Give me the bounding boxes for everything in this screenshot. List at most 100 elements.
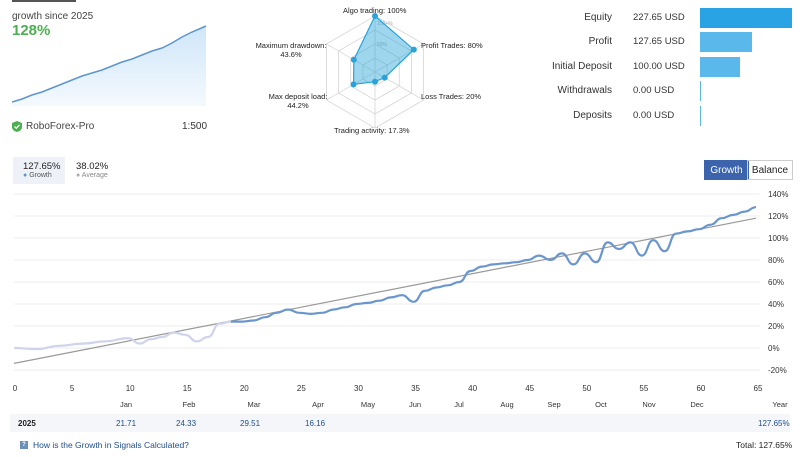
- month-label: Mar: [248, 400, 261, 409]
- radar-point: [381, 74, 388, 81]
- month-axis-label: Year: [772, 400, 788, 409]
- x-tick-label: 20: [240, 384, 249, 393]
- year-row: [10, 414, 790, 432]
- x-tick-label: 25: [297, 384, 306, 393]
- y-tick-label: 0%: [768, 344, 780, 353]
- stat-bar: [700, 8, 792, 28]
- radar-label-algo: Algo trading: 100%: [343, 6, 407, 15]
- broker-name: RoboForex-Pro: [26, 121, 95, 132]
- month-label: Aug: [500, 400, 513, 409]
- x-tick-label: 55: [639, 384, 648, 393]
- month-label: May: [361, 400, 375, 409]
- stat-value: 127.65 USD: [633, 36, 685, 47]
- tab-growth-label: Growth: [29, 172, 52, 179]
- help-icon: ?: [20, 441, 28, 449]
- help-link-text: How is the Growth in Signals Calculated?: [33, 440, 189, 450]
- x-tick-label: 65: [754, 384, 763, 393]
- y-tick-label: 120%: [768, 212, 788, 221]
- tab-average[interactable]: 38.02% ● Average: [68, 157, 120, 184]
- broker-badge[interactable]: RoboForex-Pro: [12, 121, 94, 132]
- top-divider: [12, 0, 76, 2]
- month-label: Apr: [312, 400, 324, 409]
- x-tick-label: 50: [582, 384, 591, 393]
- help-link[interactable]: ? How is the Growth in Signals Calculate…: [20, 440, 189, 450]
- radar-point: [350, 81, 357, 88]
- x-tick-label: 5: [70, 384, 75, 393]
- stat-bar: [700, 57, 740, 77]
- stat-value: 100.00 USD: [633, 61, 685, 72]
- stat-label: Equity: [584, 12, 612, 23]
- stat-label: Profit: [588, 36, 612, 47]
- stat-bar: [700, 81, 701, 101]
- tab-average-label: Average: [81, 172, 108, 179]
- x-tick-label: 0: [13, 384, 18, 393]
- x-tick-label: 60: [696, 384, 705, 393]
- stat-label: Initial Deposit: [551, 61, 612, 72]
- month-value: 16.16: [305, 419, 326, 428]
- month-label: Oct: [595, 400, 608, 409]
- radar-axis: [326, 43, 376, 73]
- stat-value: 0.00 USD: [633, 110, 675, 121]
- growth-series-line-early: [13, 320, 231, 351]
- radar-label-profit: Profit Trades: 80%: [421, 41, 483, 50]
- month-label: Sep: [547, 400, 560, 409]
- radar-point: [410, 46, 417, 53]
- tab-growth[interactable]: 127.65% ● Growth: [13, 157, 65, 184]
- growth-value: 128%: [12, 22, 51, 39]
- radar-drawdown-title: Maximum drawdown:: [255, 41, 327, 50]
- x-tick-label: 40: [468, 384, 477, 393]
- growth-since-label: growth since 2025: [12, 11, 94, 22]
- tab-growth-caption: ● Growth: [23, 172, 52, 179]
- y-tick-label: 80%: [768, 256, 784, 265]
- y-tick-label: 140%: [768, 190, 788, 199]
- tab-growth-value: 127.65%: [23, 161, 61, 172]
- x-tick-label: 15: [183, 384, 192, 393]
- x-tick-label: 30: [354, 384, 363, 393]
- month-label: Nov: [642, 400, 656, 409]
- total-label: Total: 127.65%: [736, 440, 793, 450]
- mini-growth-line: [12, 25, 207, 103]
- mini-growth-chart: [12, 25, 207, 106]
- stat-label: Withdrawals: [557, 85, 612, 96]
- month-label: Dec: [690, 400, 704, 409]
- radar-ring-label: 50%: [377, 42, 388, 48]
- month-label: Feb: [183, 400, 196, 409]
- x-tick-label: 10: [126, 384, 135, 393]
- stat-value: 227.65 USD: [633, 12, 685, 23]
- radar-axis: [326, 71, 376, 101]
- growth-dot-icon: ●: [23, 172, 28, 179]
- x-tick-label: 45: [525, 384, 534, 393]
- y-tick-label: 40%: [768, 300, 784, 309]
- x-tick-label: 35: [411, 384, 420, 393]
- leverage: 1:500: [182, 121, 208, 132]
- month-label: Jun: [409, 400, 421, 409]
- radar-chart: 100+%50%: [326, 13, 424, 129]
- stat-bar: [700, 32, 752, 52]
- y-tick-label: -20%: [768, 366, 787, 375]
- mini-growth-area: [12, 26, 206, 106]
- year-label: 2025: [18, 419, 36, 428]
- month-value: 24.33: [176, 419, 197, 428]
- balance-button[interactable]: Balance: [747, 160, 793, 180]
- stat-bar: [700, 106, 701, 126]
- radar-deposit-load-value: 44.2%: [287, 101, 309, 110]
- radar-point: [372, 78, 378, 85]
- radar-label-deposit-load: Max deposit load: 44.2%: [260, 92, 336, 110]
- radar-label-loss: Loss Trades: 20%: [421, 92, 482, 101]
- average-dot-icon: ●: [76, 172, 81, 179]
- month-value: 21.71: [116, 419, 137, 428]
- radar-point: [350, 56, 357, 63]
- month-label: Jul: [454, 400, 464, 409]
- stat-value: 0.00 USD: [633, 85, 675, 96]
- y-tick-label: 60%: [768, 278, 784, 287]
- growth-chart: 140% 120% 100% 80% 60% 40% 20% 0% -20% 0 5 10 15 20 25…: [13, 190, 789, 409]
- trend-line: [13, 217, 757, 364]
- y-tick-label: 100%: [768, 234, 788, 243]
- growth-series-line: [230, 206, 757, 323]
- y-tick-label: 20%: [768, 322, 784, 331]
- month-label: Jan: [120, 400, 132, 409]
- stat-label: Deposits: [573, 110, 612, 121]
- growth-button[interactable]: Growth: [704, 160, 749, 180]
- radar-drawdown-value: 43.6%: [280, 50, 302, 59]
- year-total: 127.65%: [758, 419, 790, 428]
